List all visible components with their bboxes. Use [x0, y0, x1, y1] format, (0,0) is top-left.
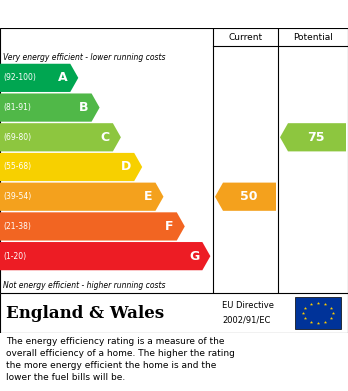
Text: A: A	[58, 71, 67, 84]
Text: (55-68): (55-68)	[3, 163, 31, 172]
Text: 2002/91/EC: 2002/91/EC	[222, 316, 270, 325]
Text: (39-54): (39-54)	[3, 192, 31, 201]
Text: The energy efficiency rating is a measure of the
overall efficiency of a home. T: The energy efficiency rating is a measur…	[6, 337, 235, 382]
Text: E: E	[144, 190, 152, 203]
Text: (92-100): (92-100)	[3, 74, 36, 83]
Polygon shape	[0, 242, 210, 270]
Polygon shape	[215, 183, 276, 211]
Polygon shape	[0, 212, 185, 240]
Text: Current: Current	[228, 32, 262, 41]
Polygon shape	[280, 123, 346, 151]
Text: B: B	[79, 101, 89, 114]
Text: 75: 75	[307, 131, 325, 144]
Polygon shape	[0, 64, 78, 92]
Polygon shape	[0, 93, 100, 122]
Text: Energy Efficiency Rating: Energy Efficiency Rating	[9, 7, 200, 21]
Text: (69-80): (69-80)	[3, 133, 31, 142]
Text: (81-91): (81-91)	[3, 103, 31, 112]
Text: C: C	[101, 131, 110, 144]
Text: Not energy efficient - higher running costs: Not energy efficient - higher running co…	[3, 281, 166, 290]
Bar	[295, 297, 341, 329]
Text: Very energy efficient - lower running costs: Very energy efficient - lower running co…	[3, 53, 166, 62]
Text: D: D	[121, 160, 131, 174]
Text: G: G	[189, 249, 199, 263]
Text: 50: 50	[240, 190, 257, 203]
Polygon shape	[0, 123, 121, 151]
Text: Potential: Potential	[293, 32, 333, 41]
Text: England & Wales: England & Wales	[6, 305, 164, 321]
Text: EU Directive: EU Directive	[222, 301, 274, 310]
Text: F: F	[165, 220, 174, 233]
Polygon shape	[0, 183, 164, 211]
Text: (1-20): (1-20)	[3, 252, 26, 261]
Polygon shape	[0, 153, 142, 181]
Text: (21-38): (21-38)	[3, 222, 31, 231]
